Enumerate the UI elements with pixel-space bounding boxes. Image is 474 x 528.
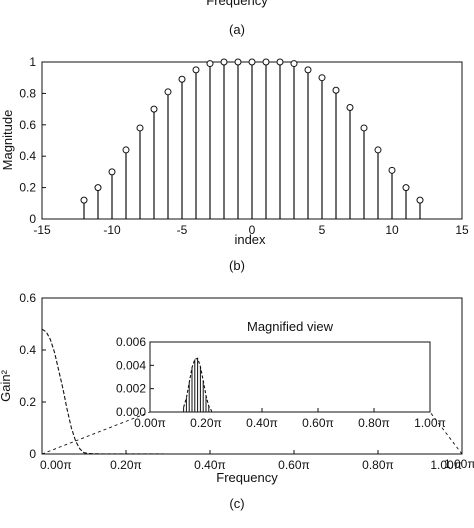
inset-x-tick-label: 0.40π [246,416,278,430]
inset-x-tick-label: 1.00π [414,416,446,430]
stem-marker [234,58,242,66]
stem-marker [192,66,200,74]
stem-marker [122,146,130,154]
caption-b: (b) [229,258,245,273]
stem-x-axis-label: index [234,232,266,247]
stem-marker [304,66,312,74]
inset-series [183,357,213,412]
gain-y-tick-label: 0 [29,447,36,461]
stem-marker [262,58,270,66]
stem-y-tick-label: 0.4 [19,149,36,163]
stem-marker [80,196,88,204]
gain-x-axis-label: Frequency [216,470,278,485]
inset-x-ticks: 0.00π 0.20π 0.40π 0.60π 0.80π 1.00π [134,408,446,430]
stem-chart: 0 0.2 0.4 0.6 0.8 1 -15 -10 -5 0 5 10 15 index Magn… [0,55,469,247]
gain-x-ticks: 0.00π 0.20π 0.40π 0.60π 0.80π 1.00π [40,450,463,472]
panel-a-xlabel-fragment: Frequency [206,0,268,8]
stem-y-tick-label: 0.2 [19,181,36,195]
gain-y-axis-label: Gain² [0,369,13,401]
magnify-connector-right [429,411,463,455]
stem-y-tick-label: 0 [29,212,36,226]
stem-marker [248,58,256,66]
stem-marker [108,168,116,176]
stem-marker [388,166,396,174]
stem-marker [136,124,144,132]
inset-y-ticks: 0.000 0.002 0.004 0.006 [116,335,154,419]
stem-y-tick-label: 1 [29,55,36,69]
stem-marker [220,58,228,66]
gain-y-tick-label: 0.4 [19,343,36,357]
inset-title: Magnified view [247,319,334,334]
stem-marker [290,60,298,68]
stem-marker [206,60,214,68]
gain-x-tick-label: 0.00π [40,458,72,472]
stem-marker [276,58,284,66]
stem-y-ticks: 0 0.2 0.4 0.6 0.8 1 [19,55,46,226]
stem-x-tick-label: 5 [319,223,326,237]
inset-y-tick-label: 0.004 [116,358,146,372]
magnified-inset: Magnified view 0.000 0.002 0.004 0.006 0.00… [116,319,446,430]
stem-marker [94,184,102,192]
inset-y-tick-label: 0.006 [116,335,146,349]
stem-y-axis-label: Magnitude [0,110,15,171]
magnify-connector-left [41,411,151,455]
inset-y-tick-label: 0.002 [116,382,146,396]
stem-x-tick-label: 10 [385,223,399,237]
stem-marker [318,74,326,82]
stem-series [80,58,424,219]
inset-y-tick-label: 0.000 [116,405,146,419]
stem-marker [360,124,368,132]
gain-y-tick-label: 0.6 [19,291,36,305]
inset-x-tick-label: 0.80π [358,416,390,430]
inset-frame [149,341,431,413]
stem-marker [178,75,186,83]
gain-y-ticks: 0 0.2 0.4 0.6 [19,291,46,461]
stem-x-tick-label: 15 [455,223,469,237]
stem-x-tick-label: -5 [177,223,188,237]
inset-x-tick-label: 0.00π [134,416,166,430]
stem-marker [346,104,354,112]
gain-chart: 0 0.2 0.4 0.6 0.00π 0.20π 0.40π 0.60π 0.80π 1.00… [0,291,474,485]
stem-marker [150,105,158,113]
stem-x-tick-label: -15 [33,223,51,237]
stem-x-tick-label: 0 [249,223,256,237]
stem-marker [164,88,172,96]
stem-marker [402,184,410,192]
gain-x-tick-label: 0.40π [194,458,226,472]
gain-x-tick-label: 0.80π [362,458,394,472]
caption-c: (c) [229,496,244,511]
stem-x-tick-label: -10 [103,223,121,237]
gain-x-tick-label: 0.60π [278,458,310,472]
inset-curve [183,357,213,412]
stem-marker [332,86,340,94]
stem-y-tick-label: 0.8 [19,86,36,100]
stem-marker [374,146,382,154]
gain-corner-label: 1.00π [444,457,474,471]
gain-x-tick-label: 0.20π [110,458,142,472]
stem-y-tick-label: 0.6 [19,118,36,132]
gain-y-tick-label: 0.2 [19,395,36,409]
gain-x-tick-label: 1.00π [430,458,462,472]
stem-marker [416,196,424,204]
inset-x-tick-label: 0.20π [190,416,222,430]
caption-a: (a) [229,22,245,37]
inset-x-tick-label: 0.60π [302,416,334,430]
gain-response-line [41,328,462,455]
